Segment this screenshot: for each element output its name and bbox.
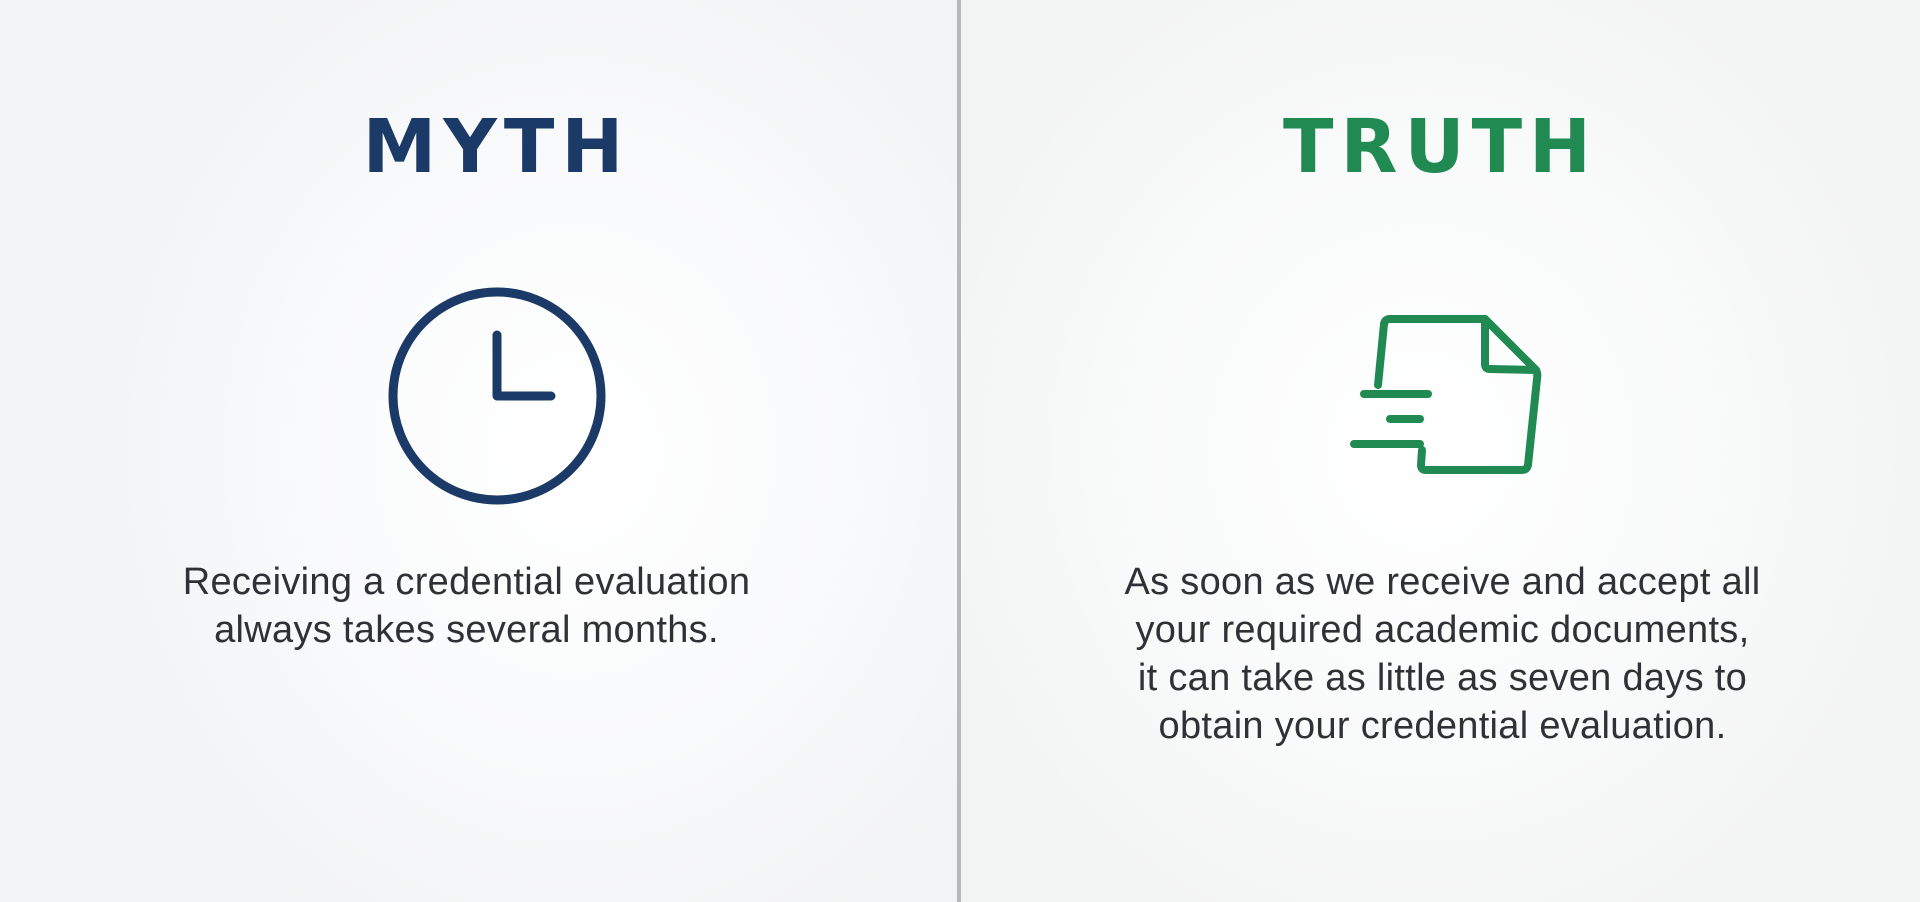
truth-icon-container [1346, 282, 1556, 510]
truth-statement-line: As soon as we receive and accept all [1124, 561, 1761, 603]
myth-statement-line: always takes several months. [214, 609, 719, 651]
myth-heading: MYTH [362, 104, 631, 190]
panel-divider [957, 0, 961, 902]
truth-statement-line: obtain your credential evaluation. [1158, 705, 1727, 747]
truth-statement: As soon as we receive and accept all you… [1124, 558, 1760, 750]
myth-statement: Receiving a credential evaluation always… [183, 558, 751, 654]
myth-icon-container [383, 282, 611, 510]
clock-icon [388, 287, 605, 505]
truth-panel: TRUTH As soon as we receive and accept a… [961, 0, 1920, 902]
truth-statement-line: it can take as little as seven days to [1137, 657, 1748, 699]
truth-statement-line: your required academic documents, [1135, 609, 1750, 651]
myth-statement-line: Receiving a credential evaluation [182, 561, 751, 603]
document-fast-icon [1349, 315, 1541, 474]
truth-heading: TRUTH [1283, 104, 1598, 190]
myth-panel: MYTH Receiving a credential evaluation a… [0, 0, 957, 902]
